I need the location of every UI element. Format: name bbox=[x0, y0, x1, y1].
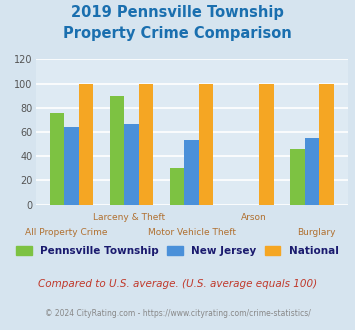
Bar bbox=[78, 83, 93, 205]
Text: All Property Crime: All Property Crime bbox=[26, 228, 108, 237]
Bar bbox=[199, 83, 213, 205]
Bar bbox=[319, 83, 334, 205]
Text: 2019 Pennsville Township: 2019 Pennsville Township bbox=[71, 5, 284, 20]
Text: Larceny & Theft: Larceny & Theft bbox=[93, 213, 165, 222]
Bar bbox=[64, 127, 78, 205]
Bar bbox=[185, 141, 199, 205]
Bar bbox=[259, 83, 274, 205]
Bar bbox=[139, 83, 153, 205]
Text: Motor Vehicle Theft: Motor Vehicle Theft bbox=[148, 228, 236, 237]
Bar bbox=[290, 149, 305, 205]
Text: Burglary: Burglary bbox=[297, 228, 336, 237]
Text: Arson: Arson bbox=[241, 213, 267, 222]
Bar bbox=[305, 138, 319, 205]
Text: Compared to U.S. average. (U.S. average equals 100): Compared to U.S. average. (U.S. average … bbox=[38, 279, 317, 289]
Bar bbox=[50, 113, 64, 205]
Bar bbox=[110, 96, 124, 205]
Text: © 2024 CityRating.com - https://www.cityrating.com/crime-statistics/: © 2024 CityRating.com - https://www.city… bbox=[45, 309, 310, 317]
Text: Property Crime Comparison: Property Crime Comparison bbox=[63, 26, 292, 41]
Legend: Pennsville Township, New Jersey, National: Pennsville Township, New Jersey, Nationa… bbox=[12, 242, 343, 260]
Bar bbox=[170, 168, 185, 205]
Bar bbox=[124, 123, 139, 205]
